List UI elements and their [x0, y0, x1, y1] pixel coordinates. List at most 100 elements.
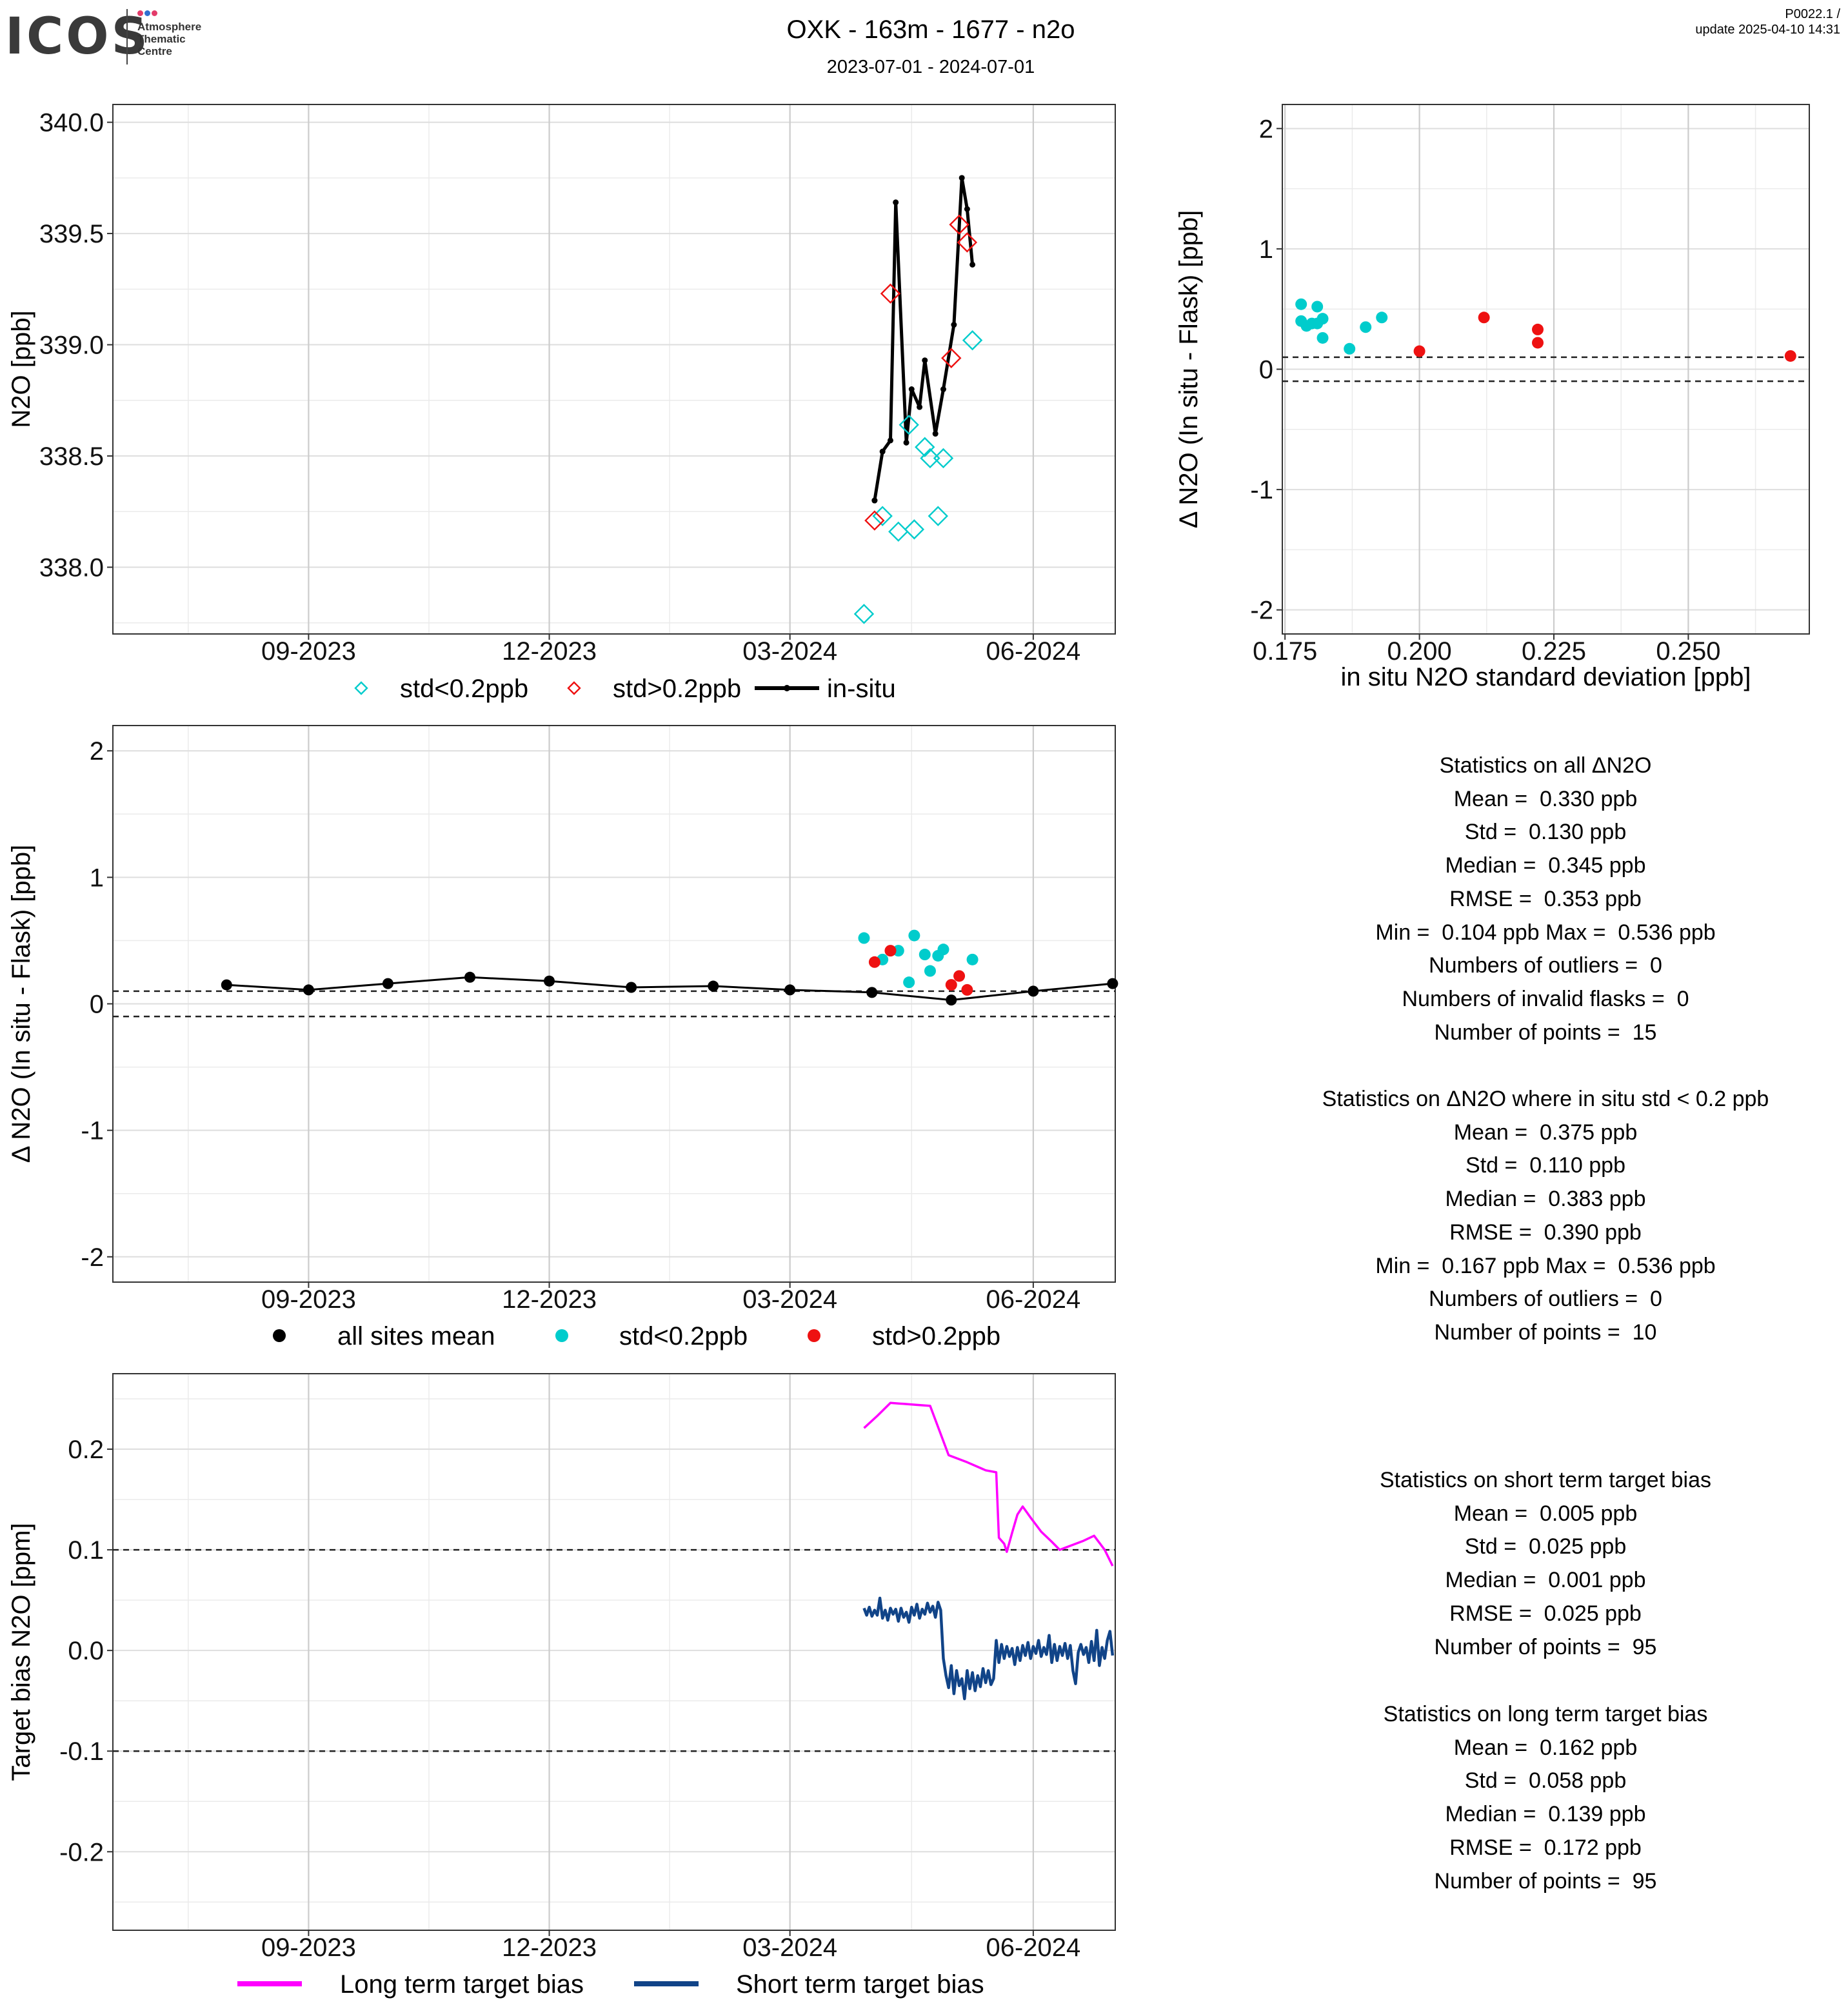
stats-mean: Mean = 0.375 ppb — [1453, 1120, 1638, 1145]
flask-high-marker — [941, 348, 962, 368]
y-tick-label: 338.5 — [39, 442, 104, 471]
x-tick-label: 03-2024 — [742, 637, 837, 666]
legend-label: std>0.2ppb — [613, 675, 741, 703]
delta-point-std-low — [858, 932, 870, 944]
all-sites-mean-point — [626, 982, 637, 993]
flask-low-marker — [915, 437, 935, 457]
insitu-point — [893, 199, 899, 206]
stats-rmse: RMSE = 0.025 ppb — [1449, 1601, 1642, 1626]
y-tick-label: 0.1 — [68, 1536, 104, 1565]
all-sites-mean-point — [1028, 985, 1039, 997]
y-tick-label: 2 — [1259, 115, 1273, 143]
stats-std: Std = 0.130 ppb — [1464, 820, 1627, 845]
delta-point-std-low — [892, 945, 904, 957]
flask-low-marker — [962, 330, 983, 351]
stats-points: Number of points = 15 — [1434, 1020, 1657, 1045]
plot-border — [1282, 104, 1810, 635]
logo-divider — [126, 9, 128, 64]
scatter-point-std-low — [1344, 342, 1356, 355]
insitu-point — [964, 206, 970, 212]
stats-title: Statistics on all ΔN2O — [1439, 753, 1652, 778]
legend-label: Long term target bias — [340, 1970, 584, 1999]
stats-outliers: Numbers of outliers = 0 — [1429, 1287, 1662, 1312]
scatter-point-std-low — [1316, 331, 1329, 344]
all-sites-mean-point — [708, 980, 719, 992]
y-tick-label: 1 — [1259, 235, 1273, 264]
legend-key-all-sites-mean — [273, 1329, 286, 1342]
short-term-bias-line — [862, 1596, 1115, 1701]
y-tick-label: -2 — [81, 1243, 104, 1272]
legend-key-std-high — [567, 681, 581, 695]
scatter-point-std-high — [1478, 311, 1490, 324]
delta-point-std-low — [903, 976, 915, 989]
y-tick-label: 339.5 — [39, 220, 104, 248]
insitu-point — [879, 448, 886, 455]
date-range: 2023-07-01 - 2024-07-01 — [826, 57, 1035, 77]
target-bias-panel: -0.2 -0.1 0.0 0.1 0.2 09-2023 12-2023 03-2024 06… — [7, 1373, 1116, 1999]
legend-label: std>0.2ppb — [872, 1322, 1000, 1350]
x-tick-label: 0.200 — [1387, 637, 1452, 666]
stats-median: Median = 0.345 ppb — [1445, 853, 1646, 878]
insitu-point — [871, 497, 878, 504]
delta-point-std-high — [945, 979, 957, 991]
scatter-point-std-high — [1531, 337, 1544, 349]
x-tick-label: 06-2024 — [986, 1933, 1080, 1962]
x-tick-label: 12-2023 — [502, 1933, 597, 1962]
stats-std: Std = 0.058 ppb — [1464, 1768, 1627, 1794]
stats-low-block: Statistics on ΔN2O where in situ std < 0… — [1223, 1083, 1848, 1350]
stats-mean: Mean = 0.330 ppb — [1453, 786, 1638, 811]
scatter-point-std-low — [1295, 298, 1307, 310]
x-tick-label: 12-2023 — [502, 637, 597, 666]
stats-rmse: RMSE = 0.390 ppb — [1449, 1220, 1642, 1245]
stats-invalid: Numbers of invalid flasks = 0 — [1402, 986, 1689, 1011]
x-axis-label: in situ N2O standard deviation [ppb] — [1341, 663, 1751, 691]
flask-low-marker — [928, 506, 948, 526]
stats-rmse: RMSE = 0.172 ppb — [1449, 1835, 1642, 1860]
legend-key-std-high — [808, 1329, 820, 1342]
y-tick-label: -1 — [1250, 476, 1273, 504]
plot-border — [112, 104, 1116, 635]
all-sites-mean-point — [544, 975, 555, 987]
y-tick-label: 0 — [1259, 356, 1273, 384]
delta-point-std-low — [919, 949, 931, 961]
scatter-point-std-low — [1360, 321, 1372, 333]
delta-point-std-low — [908, 929, 920, 942]
all-sites-mean-point — [866, 987, 878, 998]
flask-low-marker — [899, 415, 919, 435]
stats-median: Median = 0.001 ppb — [1445, 1568, 1646, 1593]
delta-point-std-low — [924, 965, 936, 977]
stats-mean: Mean = 0.005 ppb — [1453, 1501, 1638, 1526]
insitu-point — [922, 357, 928, 364]
flask-high-marker — [957, 232, 978, 253]
legend-label: std<0.2ppb — [400, 675, 528, 703]
long-term-bias-line — [863, 1401, 1114, 1567]
y-tick-label: -1 — [81, 1117, 104, 1145]
x-tick-label: 03-2024 — [742, 1933, 837, 1962]
all-sites-mean-line — [226, 976, 1113, 1002]
x-tick-label: 03-2024 — [742, 1285, 837, 1314]
y-tick-label: 1 — [90, 864, 104, 892]
timeseries-panel: 338.0 338.5 339.0 339.5 340.0 09-2023 12-2023 0… — [7, 104, 1116, 703]
stats-all-block: Statistics on all ΔN2O Mean = 0.330 ppb … — [1223, 749, 1848, 1049]
stats-points: Number of points = 10 — [1434, 1320, 1657, 1345]
logo-subtitle-line: Atmosphere — [137, 21, 202, 33]
stats-mean: Mean = 0.162 ppb — [1453, 1735, 1638, 1760]
flask-low-marker — [853, 604, 875, 624]
version-info: P0022.1 / update 2025-04-10 14:31 — [1582, 6, 1840, 37]
insitu-point — [887, 437, 893, 444]
y-tick-label: 0.2 — [68, 1436, 104, 1464]
flask-high-marker — [949, 214, 969, 235]
stats-minmax: Min = 0.104 ppb Max = 0.536 ppb — [1375, 920, 1716, 945]
stats-std: Std = 0.025 ppb — [1464, 1534, 1627, 1559]
x-tick-label: 09-2023 — [261, 1933, 356, 1962]
stats-rmse: RMSE = 0.353 ppb — [1449, 886, 1642, 911]
delta-point-std-low — [937, 944, 949, 956]
all-sites-mean-point — [946, 994, 957, 1006]
all-sites-mean-point — [303, 984, 314, 996]
insitu-point — [917, 404, 923, 410]
scatter-point-std-high — [1531, 323, 1544, 335]
stats-long-block: Statistics on long term target bias Mean… — [1223, 1698, 1848, 1898]
y-tick-label: -0.2 — [59, 1838, 104, 1866]
legend-label: in-situ — [827, 675, 896, 703]
